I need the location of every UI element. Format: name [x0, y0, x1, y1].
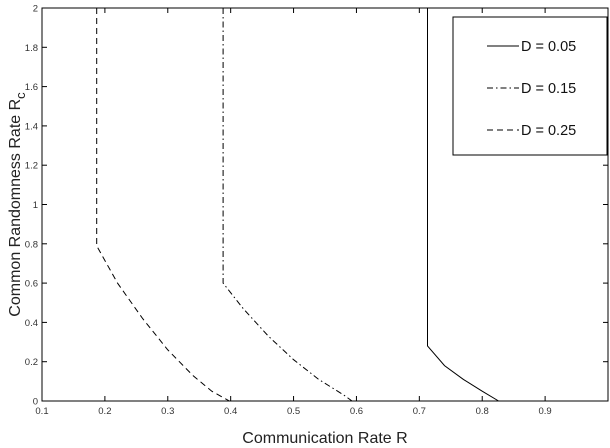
axis-ticks: 0.1 0.2 0.3 0.4 0.5 0.6 0.7 0.8 0.9 0 0.2 0.4 0.6 0.8…: [25, 4, 608, 417]
y-tick-label: 1.4: [25, 121, 38, 132]
x-tick-label: 0.3: [161, 406, 174, 417]
legend-label-3: D = 0.25: [521, 123, 576, 139]
x-tick-label: 0.1: [35, 406, 48, 417]
x-tick-label: 0.4: [224, 406, 237, 417]
series-line-2: [222, 8, 353, 402]
x-tick-label: 0.2: [98, 406, 111, 417]
y-tick-label: 1.8: [25, 43, 38, 54]
y-tick-label: 1.6: [25, 82, 38, 93]
series-line-1: [427, 8, 499, 402]
y-tick-label: 0.2: [25, 357, 38, 368]
x-tick-label: 0.6: [350, 406, 363, 417]
x-tick-label: 0.9: [539, 406, 552, 417]
x-axis-label: Communication Rate R: [242, 430, 407, 447]
y-tick-label: 2: [33, 4, 38, 15]
legend: D = 0.05 D = 0.15 D = 0.25: [452, 16, 608, 156]
series-line-3: [96, 8, 230, 402]
legend-box: [452, 16, 608, 156]
y-tick-label: 0: [33, 397, 38, 408]
legend-label-1: D = 0.05: [521, 39, 576, 55]
y-tick-label: 1: [33, 200, 38, 211]
x-tick-label: 0.5: [287, 406, 300, 417]
legend-label-2: D = 0.15: [521, 81, 576, 97]
y-tick-label: 1.2: [25, 161, 38, 172]
series-group: [96, 8, 499, 402]
y-axis-label: Common Randomness Rate Rc: [7, 92, 28, 317]
y-axis-label-main: Common Randomness Rate R: [7, 99, 24, 317]
y-tick-label: 0.6: [25, 279, 38, 290]
x-tick-label: 0.7: [413, 406, 426, 417]
y-axis-label-subscript: c: [13, 92, 28, 99]
x-tick-label: 0.8: [476, 406, 489, 417]
y-tick-label: 0.8: [25, 239, 38, 250]
y-tick-label: 0.4: [25, 318, 38, 329]
